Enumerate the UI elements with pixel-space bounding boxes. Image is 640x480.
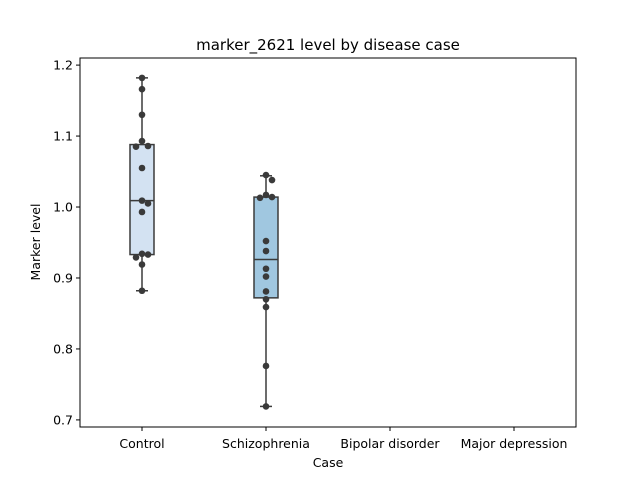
x-tick-label: Major depression [461,436,568,451]
data-point [132,254,140,261]
box-iqr [253,196,279,299]
y-tick-label: 0.7 [53,412,73,427]
data-point [262,171,270,179]
data-point [262,288,270,295]
plot-area: 0.7 0.8 0.9 1.0 1.1 1.2 Control Schizophrenia Bi… [53,57,577,451]
data-point [138,197,146,204]
data-point [262,362,270,370]
data-point [138,261,146,268]
data-point [262,303,270,311]
x-tick-label: Schizophrenia [222,436,310,451]
data-point [262,237,270,245]
data-point [262,273,270,280]
y-tick-label: 1.0 [53,200,73,215]
data-point [138,111,146,119]
y-axis-label: Marker level [28,204,43,281]
data-point [262,265,270,273]
data-point [144,142,152,150]
data-point [262,191,270,199]
x-tick-label: Control [119,436,164,451]
x-tick-label: Bipolar disorder [340,436,440,451]
data-point [144,200,152,207]
data-point [256,194,264,202]
data-point [262,403,270,410]
data-point [262,295,270,303]
data-point [132,143,140,151]
y-tick-label: 0.9 [53,270,73,285]
y-tick-label: 1.1 [53,129,73,144]
data-point [262,247,270,255]
data-point [138,250,146,258]
x-axis-label: Case [313,455,344,470]
data-point [138,164,146,172]
data-point [138,208,146,216]
data-point [138,287,146,295]
data-point [144,251,152,258]
data-point [268,176,276,184]
axes-frame [79,57,577,428]
data-point [138,137,146,145]
data-point [268,193,276,201]
y-tick-label: 1.2 [53,58,73,73]
data-point [138,74,146,82]
y-tick-label: 0.8 [53,341,73,356]
data-point [138,85,146,93]
chart-title: marker_2621 level by disease case [196,36,460,55]
